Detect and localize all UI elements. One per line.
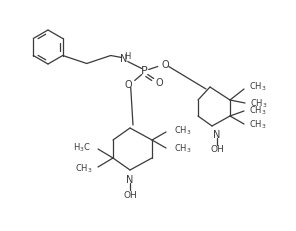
Text: CH$_3$: CH$_3$ [249,119,267,131]
Text: CH$_3$: CH$_3$ [174,125,192,137]
Text: H$_3$C: H$_3$C [73,142,91,154]
Text: N: N [120,55,127,64]
Text: OH: OH [210,145,224,154]
Text: CH$_3$: CH$_3$ [250,98,268,110]
Text: CH$_3$: CH$_3$ [249,105,267,117]
Text: OH: OH [123,191,137,200]
Text: CH$_3$: CH$_3$ [75,163,93,175]
Text: O: O [162,60,170,70]
Text: P: P [141,67,148,76]
Text: N: N [213,130,221,140]
Text: H: H [125,52,131,61]
Text: O: O [156,77,163,88]
Text: CH$_3$: CH$_3$ [249,81,267,93]
Text: O: O [125,80,133,91]
Text: CH$_3$: CH$_3$ [174,143,192,155]
Text: N: N [126,175,134,185]
